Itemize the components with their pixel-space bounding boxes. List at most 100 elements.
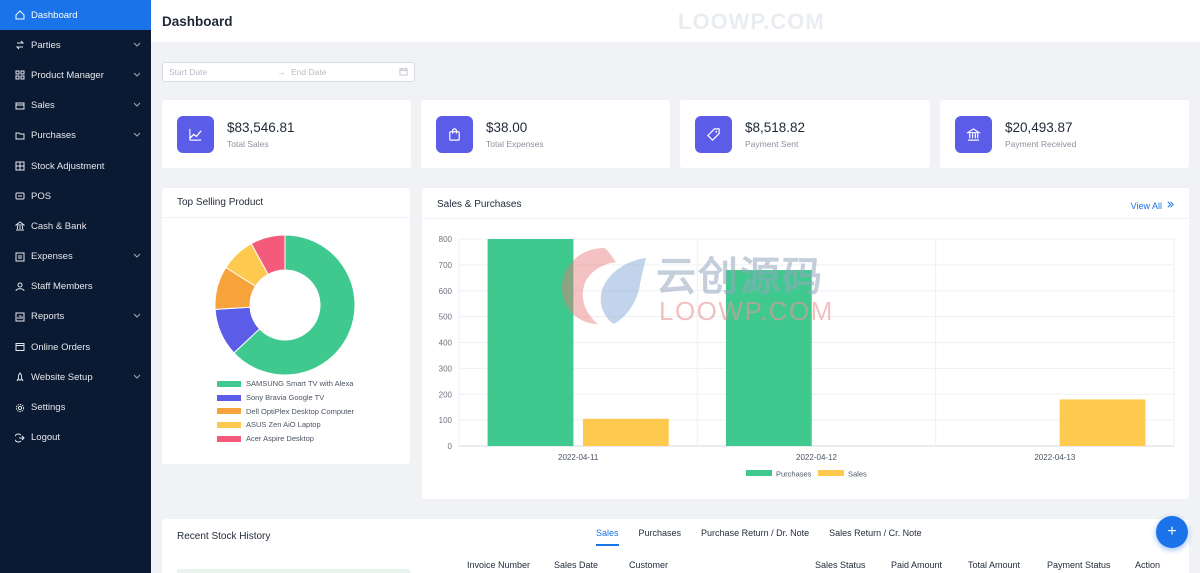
stat-value: $8,518.82 bbox=[745, 119, 806, 135]
watermark-logo bbox=[562, 248, 646, 324]
sidebar-item-label: Logout bbox=[31, 432, 61, 444]
chevron-down-icon bbox=[133, 372, 141, 383]
sidebar-item-purchases[interactable]: Purchases bbox=[0, 121, 151, 151]
sidebar-item-online-orders[interactable]: Online Orders bbox=[0, 332, 151, 362]
stock-tabs: Sales Purchases Purchase Return / Dr. Note… bbox=[596, 528, 942, 546]
sidebar-item-settings[interactable]: Settings bbox=[0, 392, 151, 422]
date-range-picker[interactable]: Start Date → End Date bbox=[162, 62, 415, 82]
sidebar-item-pos[interactable]: POS bbox=[0, 181, 151, 211]
doughnut-slice[interactable] bbox=[250, 234, 286, 276]
sidebar: Dashboard Parties Product Manager Sales Purc… bbox=[0, 0, 151, 573]
stat-label: Total Expenses bbox=[486, 138, 544, 149]
legend-label: Acer Aspire Desktop bbox=[246, 434, 314, 444]
legend-swatch bbox=[217, 394, 241, 401]
stat-value: $83,546.81 bbox=[227, 119, 295, 135]
legend-item[interactable]: ASUS Zen AiO Laptop bbox=[217, 418, 354, 432]
shopping-bag-icon bbox=[436, 115, 473, 153]
watermark-cn-text: 云创源码 bbox=[656, 254, 824, 300]
sidebar-item-label: Dashboard bbox=[31, 9, 78, 21]
sidebar-item-logout[interactable]: Logout bbox=[0, 423, 151, 453]
doughnut-chart bbox=[214, 234, 356, 376]
sidebar-item-label: Parties bbox=[31, 39, 61, 51]
add-button[interactable]: + bbox=[1156, 516, 1188, 548]
sidebar-item-product-manager[interactable]: Product Manager bbox=[0, 60, 151, 90]
sidebar-item-website-setup[interactable]: Website Setup bbox=[0, 362, 151, 392]
y-tick-label: 400 bbox=[439, 339, 453, 348]
calendar-icon[interactable] bbox=[399, 67, 408, 78]
legend-swatch bbox=[746, 470, 772, 476]
y-tick-label: 500 bbox=[439, 313, 453, 322]
watermark-en-text: LOOWP.COM bbox=[659, 296, 834, 326]
legend-item[interactable]: SAMSUNG Smart TV with Alexa bbox=[217, 377, 354, 391]
sidebar-item-label: Purchases bbox=[31, 130, 76, 142]
doughnut-slice[interactable] bbox=[233, 234, 356, 376]
stat-card-total-sales: $83,546.81 Total Sales bbox=[162, 100, 411, 168]
bank-icon bbox=[15, 221, 25, 231]
tab-purchase-return-dr-note[interactable]: Purchase Return / Dr. Note bbox=[701, 528, 810, 538]
x-tick-label: 2022-04-12 bbox=[796, 453, 837, 462]
page-title: Dashboard bbox=[162, 13, 233, 29]
sidebar-item-cash-bank[interactable]: Cash & Bank bbox=[0, 211, 151, 241]
sidebar-item-label: POS bbox=[31, 190, 52, 202]
sidebar-item-label: Reports bbox=[31, 311, 65, 323]
legend-swatch bbox=[818, 470, 844, 476]
pos-icon bbox=[15, 191, 25, 201]
reports-icon bbox=[15, 312, 25, 322]
sidebar-item-expenses[interactable]: Expenses bbox=[0, 242, 151, 272]
y-tick-label: 100 bbox=[439, 416, 453, 425]
bar-sales[interactable] bbox=[1059, 399, 1146, 446]
legend-item[interactable]: Sony Bravia Google TV bbox=[217, 391, 354, 405]
x-tick-label: 2022-04-11 bbox=[558, 453, 599, 462]
chevron-down-icon bbox=[133, 100, 141, 111]
bar-purchases[interactable] bbox=[487, 239, 574, 446]
column-header: Sales Date bbox=[554, 560, 599, 570]
sidebar-item-label: Sales bbox=[31, 100, 55, 112]
user-icon bbox=[15, 282, 25, 292]
chevron-down-icon bbox=[133, 251, 141, 262]
bar-purchases[interactable] bbox=[725, 270, 812, 446]
sidebar-item-sales[interactable]: Sales bbox=[0, 91, 151, 121]
line-chart-icon bbox=[177, 115, 214, 153]
tab-sales[interactable]: Sales bbox=[596, 528, 619, 546]
legend-label: Sales bbox=[848, 470, 867, 479]
bar-chart: 0 100 200 300 400 500 600 700 800 2022-04-11 2022-… bbox=[439, 235, 1175, 479]
sidebar-item-dashboard[interactable]: Dashboard bbox=[0, 0, 151, 31]
double-chevron-right-icon bbox=[1162, 200, 1175, 211]
panel-title: Recent Stock History bbox=[177, 531, 271, 542]
start-date-input[interactable]: Start Date bbox=[169, 67, 208, 77]
column-header: Paid Amount bbox=[891, 560, 943, 570]
sidebar-item-label: Staff Members bbox=[31, 281, 93, 293]
legend-label: SAMSUNG Smart TV with Alexa bbox=[246, 379, 354, 389]
y-tick-label: 200 bbox=[439, 390, 453, 399]
legend-swatch bbox=[217, 421, 241, 428]
rocket-icon bbox=[15, 372, 25, 382]
recent-stock-panel: Recent Stock History Sales Purchases Purch… bbox=[162, 519, 1189, 573]
sidebar-item-parties[interactable]: Parties bbox=[0, 30, 151, 60]
header: Dashboard LOOWP.COM bbox=[151, 0, 1200, 42]
y-tick-label: 0 bbox=[448, 442, 453, 451]
column-header: Invoice Number bbox=[467, 560, 531, 570]
sidebar-item-staff-members[interactable]: Staff Members bbox=[0, 272, 151, 302]
tab-sales-return-cr-note[interactable]: Sales Return / Cr. Note bbox=[829, 528, 922, 538]
sales-purchases-panel: Sales & Purchases View All 0 100 200 300 400… bbox=[422, 188, 1189, 499]
watermark-overlay: 云创源码 LOOWP.COM bbox=[558, 244, 858, 334]
legend-label: Sony Bravia Google TV bbox=[246, 393, 325, 403]
stock-icon bbox=[15, 161, 25, 171]
tab-purchases[interactable]: Purchases bbox=[638, 528, 682, 538]
bar-sales[interactable] bbox=[582, 418, 669, 446]
folder-icon bbox=[15, 131, 25, 141]
legend-item[interactable]: Dell OptiPlex Desktop Computer bbox=[217, 404, 354, 418]
panel-title: Sales & Purchases bbox=[437, 199, 522, 210]
panel-title: Top Selling Product bbox=[177, 197, 264, 208]
sidebar-item-reports[interactable]: Reports bbox=[0, 302, 151, 332]
stat-value: $38.00 bbox=[486, 119, 528, 135]
chevron-down-icon bbox=[133, 70, 141, 81]
legend-item[interactable]: Acer Aspire Desktop bbox=[217, 432, 354, 446]
sidebar-item-stock-adjustment[interactable]: Stock Adjustment bbox=[0, 151, 151, 181]
home-icon bbox=[15, 10, 25, 20]
y-tick-label: 600 bbox=[439, 287, 453, 296]
view-all-link[interactable]: View All bbox=[1131, 200, 1175, 211]
end-date-input[interactable]: End Date bbox=[291, 67, 327, 77]
stat-label: Total Sales bbox=[227, 138, 269, 149]
sidebar-item-label: Online Orders bbox=[31, 341, 91, 353]
